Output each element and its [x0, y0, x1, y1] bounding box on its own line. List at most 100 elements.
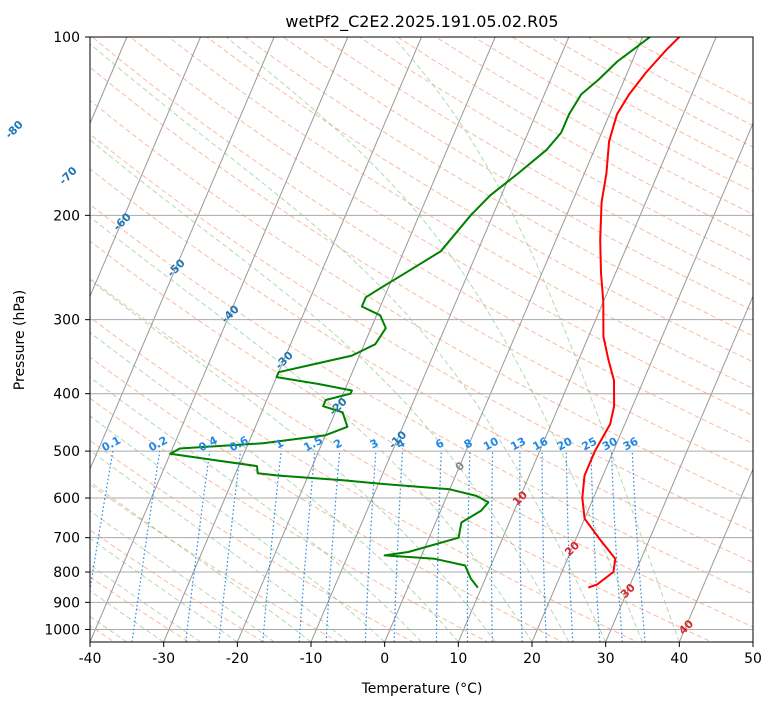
mixing-ratio-line — [590, 451, 601, 642]
mixing-ratio-line — [262, 451, 282, 642]
mixing-ratio-label: 36 — [621, 435, 641, 454]
moist-adiabat — [90, 331, 459, 642]
moist-adiabat — [90, 590, 164, 642]
mixing-ratio-line — [90, 450, 114, 594]
isotherm-label: -40 — [219, 302, 242, 325]
y-tick-label: 900 — [53, 595, 80, 611]
isotherm-line — [236, 37, 496, 642]
mixing-ratio-line — [185, 451, 211, 642]
moist-adiabat — [90, 139, 570, 642]
isotherm-line — [90, 37, 275, 471]
mixing-ratio-label: 2 — [332, 436, 345, 451]
dry-adiabat — [90, 240, 753, 628]
x-tick-label: -30 — [152, 651, 175, 667]
x-axis: -40 -30 -20 -10 0 10 20 30 40 50 — [79, 642, 762, 667]
isotherm-line — [678, 467, 753, 642]
moist-adiabat — [90, 279, 496, 642]
mixing-ratio-line — [519, 451, 523, 642]
dry-adiabat — [625, 37, 753, 106]
isotherm-label: 0 — [453, 459, 468, 474]
y-tick-label: 600 — [53, 491, 80, 507]
mixing-ratio-line — [218, 451, 242, 642]
x-tick-label: 10 — [449, 651, 467, 667]
y-tick-label: 100 — [53, 30, 80, 46]
mixing-ratio-label: 1 — [273, 436, 286, 451]
mixing-ratio-label: 10 — [481, 435, 501, 454]
isotherm-label: -80 — [3, 118, 26, 141]
x-tick-label: -40 — [79, 651, 102, 667]
isotherm-label: 40 — [676, 617, 696, 637]
y-axis-label: Pressure (hPa) — [12, 290, 28, 390]
mixing-ratio-lines — [90, 450, 646, 642]
y-axis: 100 200 300 400 500 600 700 800 900 1000 — [44, 30, 90, 638]
isotherm-line — [384, 37, 643, 642]
isotherm-label: -50 — [165, 256, 188, 279]
x-tick-label: 30 — [597, 651, 615, 667]
y-tick-label: 1000 — [44, 622, 80, 638]
mixing-ratio-label: 13 — [508, 435, 528, 454]
y-tick-label: 300 — [53, 313, 80, 329]
background-lines — [0, 10, 753, 654]
mixing-ratio-label: 3 — [368, 436, 381, 451]
moist-adiabat — [90, 481, 312, 642]
y-tick-label: 500 — [53, 444, 80, 460]
dry-adiabat — [434, 37, 753, 215]
dry-adiabat — [90, 440, 414, 642]
moist-adiabat — [90, 449, 349, 642]
sounding-series — [169, 37, 681, 589]
isotherm-label: -60 — [111, 210, 134, 233]
mixing-ratio-label: 16 — [531, 435, 551, 454]
isotherm-line — [605, 295, 753, 642]
sounding-profile-line — [581, 37, 681, 589]
mixing-ratio-line — [435, 451, 442, 642]
sounding-profile-line — [169, 37, 651, 589]
mixing-ratio-line — [325, 451, 341, 642]
mixing-ratio-line — [131, 451, 161, 642]
dry-adiabat — [0, 10, 57, 654]
moist-adiabat — [90, 216, 533, 642]
mixing-ratio-line — [541, 451, 547, 642]
x-tick-label: 0 — [380, 651, 389, 667]
x-tick-label: -20 — [226, 651, 249, 667]
dry-adiabat — [244, 37, 753, 337]
moist-adiabat — [90, 43, 607, 642]
isotherm-label: 20 — [562, 539, 582, 559]
mixing-ratio-line — [393, 451, 404, 642]
chart-title: wetPf2_C2E2.2025.191.05.02.R05 — [285, 12, 558, 32]
mixing-ratio-line — [565, 451, 574, 642]
dry-adiabat — [90, 99, 753, 502]
isotherm-label: 30 — [618, 581, 638, 601]
dry-adiabat — [587, 37, 753, 127]
x-tick-label: 50 — [744, 651, 762, 667]
moist-adiabat — [90, 415, 386, 642]
x-tick-label: 20 — [523, 651, 541, 667]
moist-adiabat — [90, 510, 275, 642]
dry-adiabat — [91, 37, 753, 445]
mixing-ratio-line — [610, 451, 624, 642]
moist-adiabat — [90, 537, 238, 642]
dry-adiabat — [282, 37, 753, 312]
x-axis-label: Temperature (°C) — [361, 681, 483, 697]
x-tick-label: -10 — [300, 651, 323, 667]
dry-adiabat — [205, 37, 753, 363]
y-tick-label: 200 — [53, 208, 80, 224]
isotherm-line — [531, 122, 753, 642]
mixing-ratio-line — [631, 451, 646, 642]
dry-adiabat — [167, 37, 753, 389]
y-tick-label: 700 — [53, 531, 80, 547]
mixing-ratio-label: 25 — [580, 435, 600, 454]
dry-adiabat — [90, 316, 639, 642]
isotherm-label: -70 — [57, 164, 80, 187]
dry-adiabat — [90, 168, 753, 563]
isotherm-lines — [90, 37, 753, 642]
mixing-ratio-line — [490, 451, 494, 642]
mixing-ratio-label: 20 — [555, 435, 575, 454]
y-tick-label: 800 — [53, 565, 80, 581]
mixing-ratio-label: 6 — [433, 436, 446, 451]
plot-frame — [89, 36, 754, 643]
dry-adiabat — [90, 529, 265, 642]
dry-adiabat — [90, 278, 713, 642]
isotherm-line — [90, 37, 201, 298]
mixing-ratio-line — [466, 451, 471, 642]
